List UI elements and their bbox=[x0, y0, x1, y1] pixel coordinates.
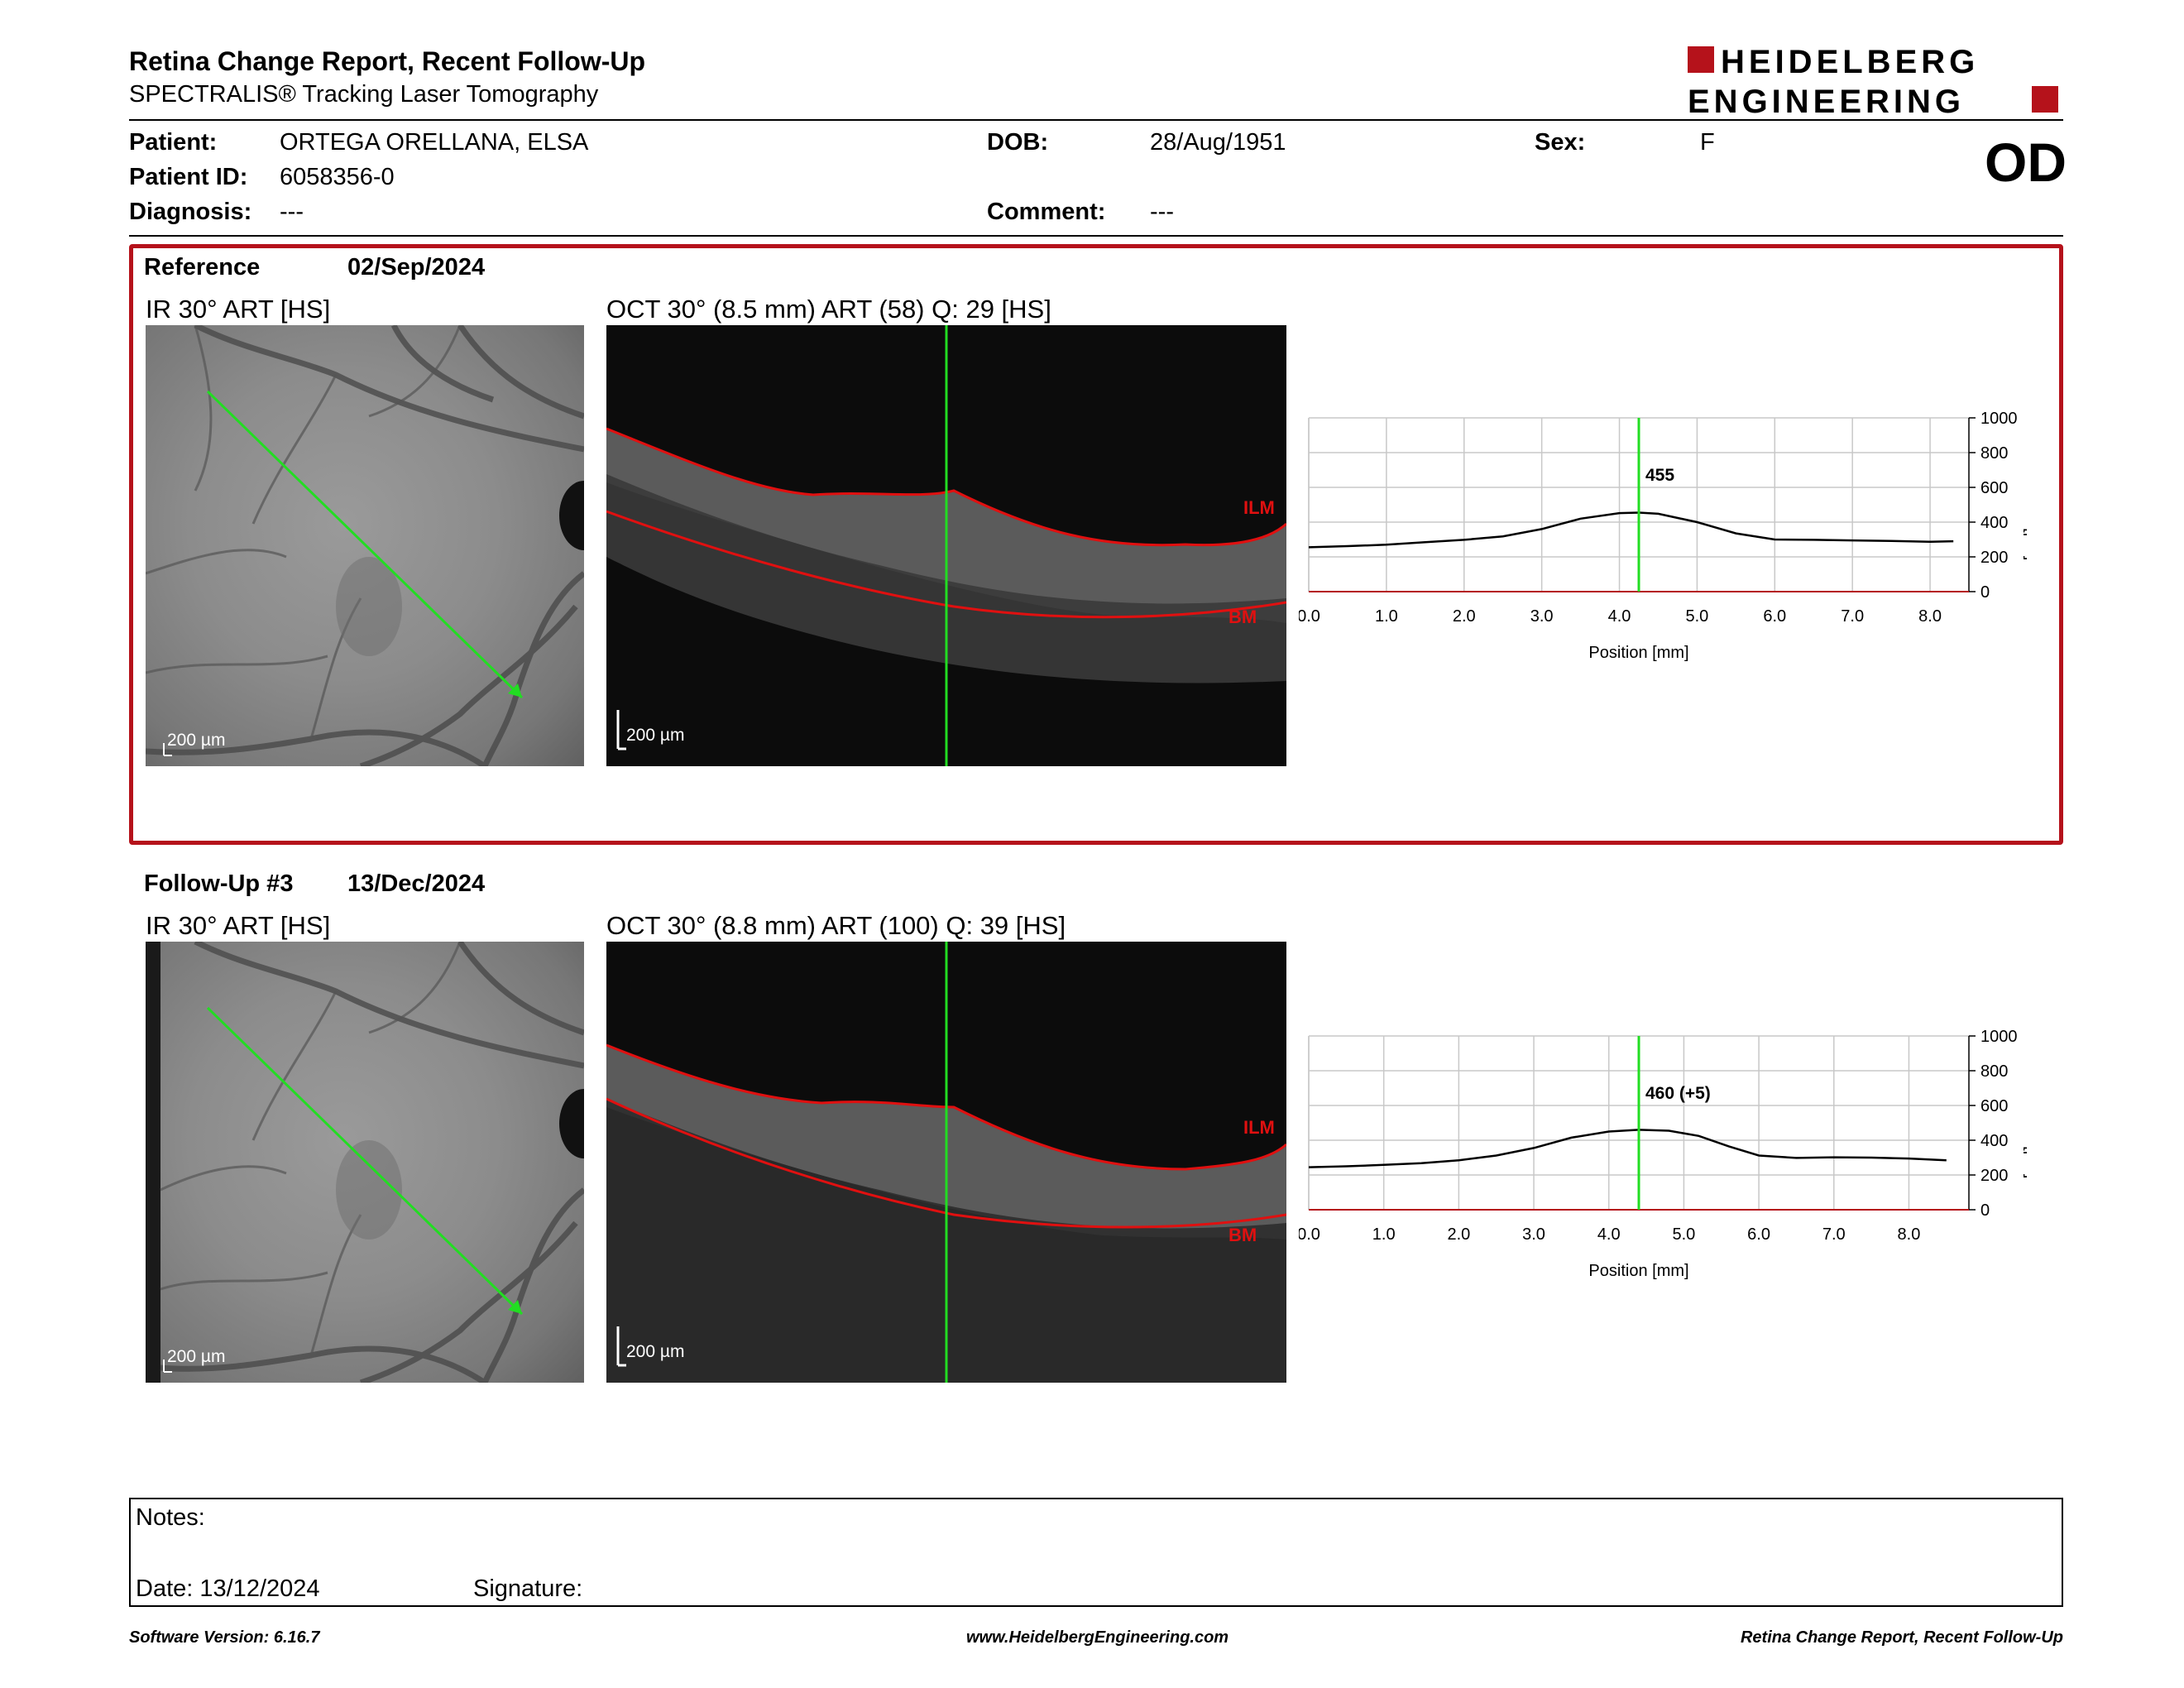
x-tick-label: 1.0 bbox=[1372, 1225, 1396, 1244]
x-tick-label: 0.0 bbox=[1299, 1225, 1320, 1244]
software-version: Software Version: 6.16.7 bbox=[129, 1628, 320, 1647]
heidelberg-logo: HEIDELBERG ENGINEERING bbox=[1688, 43, 2067, 120]
reference-bm-label: BM bbox=[1228, 607, 1257, 627]
logo-line1: HEIDELBERG bbox=[1721, 44, 1979, 80]
marker-thickness-label: 460 (+5) bbox=[1645, 1084, 1711, 1103]
followup-date: 13/Dec/2024 bbox=[347, 870, 486, 897]
reference-oct-scale: 200 µm bbox=[626, 726, 685, 745]
reference-ir-image: 200 µm bbox=[146, 325, 584, 766]
followup-thickness-plot: 0.0 1.0 2.0 3.0 4.0 5.0 6.0 7.0 8.0 0 200 400 600 800… bbox=[1297, 1028, 2041, 1280]
notes-date: Date: 13/12/2024 bbox=[136, 1575, 320, 1602]
followup-bm-label: BM bbox=[1228, 1225, 1257, 1245]
patient-label: Patient: bbox=[129, 129, 218, 156]
x-tick-label: 5.0 bbox=[1673, 1225, 1696, 1244]
x-tick-label: 3.0 bbox=[1522, 1225, 1545, 1244]
x-axis-label: Position [mm] bbox=[1588, 1262, 1688, 1280]
x-tick-label: 8.0 bbox=[1898, 1225, 1921, 1244]
report-subtitle: SPECTRALIS® Tracking Laser Tomography bbox=[129, 81, 599, 108]
x-tick-label: 2.0 bbox=[1447, 1225, 1470, 1244]
followup-oct-image: ILM BM 200 µm bbox=[606, 942, 1286, 1383]
reference-ilm-label: ILM bbox=[1243, 497, 1275, 518]
dob-value: 28/Aug/1951 bbox=[1150, 129, 1286, 156]
followup-ilm-label: ILM bbox=[1243, 1117, 1275, 1138]
reference-oct-image: ILM BM 200 µm bbox=[606, 325, 1286, 766]
x-tick-label: 1.0 bbox=[1375, 607, 1398, 626]
x-tick-label: 0.0 bbox=[1299, 607, 1320, 626]
sex-value: F bbox=[1700, 129, 1715, 156]
marker-thickness-label: 455 bbox=[1645, 466, 1674, 485]
y-tick-label: 400 bbox=[1980, 514, 2008, 532]
header-divider bbox=[129, 119, 2063, 121]
patient-name: ORTEGA ORELLANA, ELSA bbox=[280, 129, 589, 156]
followup-ir-caption: IR 30° ART [HS] bbox=[146, 911, 331, 940]
footer-report-name: Retina Change Report, Recent Follow-Up bbox=[1740, 1628, 2063, 1647]
x-axis-label: Position [mm] bbox=[1588, 644, 1688, 662]
y-tick-label: 600 bbox=[1980, 479, 2008, 497]
dob-label: DOB: bbox=[987, 129, 1049, 156]
y-axis-label: Thickness [µm] bbox=[2023, 1067, 2027, 1179]
eye-indicator: OD bbox=[1985, 132, 2067, 193]
followup-ir-image: 200 µm bbox=[146, 942, 584, 1383]
x-tick-label: 2.0 bbox=[1453, 607, 1476, 626]
x-tick-label: 8.0 bbox=[1918, 607, 1942, 626]
patient-id-label: Patient ID: bbox=[129, 164, 248, 190]
x-tick-label: 6.0 bbox=[1763, 607, 1786, 626]
x-tick-label: 5.0 bbox=[1686, 607, 1709, 626]
x-tick-label: 4.0 bbox=[1597, 1225, 1621, 1244]
reference-ir-caption: IR 30° ART [HS] bbox=[146, 295, 331, 324]
notes-label: Notes: bbox=[136, 1504, 205, 1531]
y-tick-label: 200 bbox=[1980, 1167, 2008, 1185]
y-tick-label: 400 bbox=[1980, 1132, 2008, 1150]
y-tick-label: 1000 bbox=[1980, 410, 2018, 428]
reference-ir-scale: 200 µm bbox=[167, 731, 226, 750]
y-tick-label: 600 bbox=[1980, 1097, 2008, 1115]
diagnosis-value: --- bbox=[280, 199, 304, 225]
patient-id-value: 6058356-0 bbox=[280, 164, 395, 190]
x-tick-label: 4.0 bbox=[1608, 607, 1631, 626]
y-tick-label: 0 bbox=[1980, 583, 1990, 602]
comment-value: --- bbox=[1150, 199, 1174, 225]
notes-box[interactable]: Notes: Date: 13/12/2024 Signature: bbox=[129, 1498, 2063, 1607]
comment-label: Comment: bbox=[987, 199, 1106, 225]
x-tick-label: 7.0 bbox=[1822, 1225, 1846, 1244]
y-tick-label: 0 bbox=[1980, 1201, 1990, 1220]
sex-label: Sex: bbox=[1535, 129, 1586, 156]
y-tick-label: 1000 bbox=[1980, 1028, 2018, 1046]
diagnosis-label: Diagnosis: bbox=[129, 199, 252, 225]
followup-label: Follow-Up #3 bbox=[144, 870, 294, 897]
thickness-series-line bbox=[1308, 1129, 1947, 1168]
reference-thickness-plot: 0.0 1.0 2.0 3.0 4.0 5.0 6.0 7.0 8.0 0 200 400 600 800… bbox=[1297, 410, 2041, 662]
reference-panel bbox=[129, 244, 2063, 845]
reference-label: Reference bbox=[144, 254, 261, 281]
y-tick-label: 800 bbox=[1980, 1062, 2008, 1081]
followup-oct-caption: OCT 30° (8.8 mm) ART (100) Q: 39 [HS] bbox=[606, 911, 1066, 940]
thickness-series-line bbox=[1308, 511, 1954, 549]
signature-label: Signature: bbox=[473, 1575, 583, 1602]
x-tick-label: 3.0 bbox=[1530, 607, 1554, 626]
patient-divider bbox=[129, 235, 2063, 237]
reference-oct-caption: OCT 30° (8.5 mm) ART (58) Q: 29 [HS] bbox=[606, 295, 1051, 324]
x-tick-label: 7.0 bbox=[1841, 607, 1864, 626]
followup-oct-scale: 200 µm bbox=[626, 1342, 685, 1361]
website-link[interactable]: www.HeidelbergEngineering.com bbox=[966, 1628, 1229, 1647]
y-axis-label: Thickness [µm] bbox=[2023, 449, 2027, 561]
report-title: Retina Change Report, Recent Follow-Up bbox=[129, 46, 646, 76]
logo-line2: ENGINEERING bbox=[1688, 84, 1965, 117]
y-tick-label: 200 bbox=[1980, 549, 2008, 567]
y-tick-label: 800 bbox=[1980, 444, 2008, 463]
reference-thickness-chart: 0.0 1.0 2.0 3.0 4.0 5.0 6.0 7.0 8.0 0 200 400 600 800… bbox=[1297, 410, 2041, 683]
followup-ir-scale: 200 µm bbox=[167, 1347, 226, 1366]
reference-date: 02/Sep/2024 bbox=[347, 254, 486, 281]
followup-thickness-chart: 0.0 1.0 2.0 3.0 4.0 5.0 6.0 7.0 8.0 0 200 400 600 800… bbox=[1297, 1028, 2041, 1301]
x-tick-label: 6.0 bbox=[1747, 1225, 1770, 1244]
